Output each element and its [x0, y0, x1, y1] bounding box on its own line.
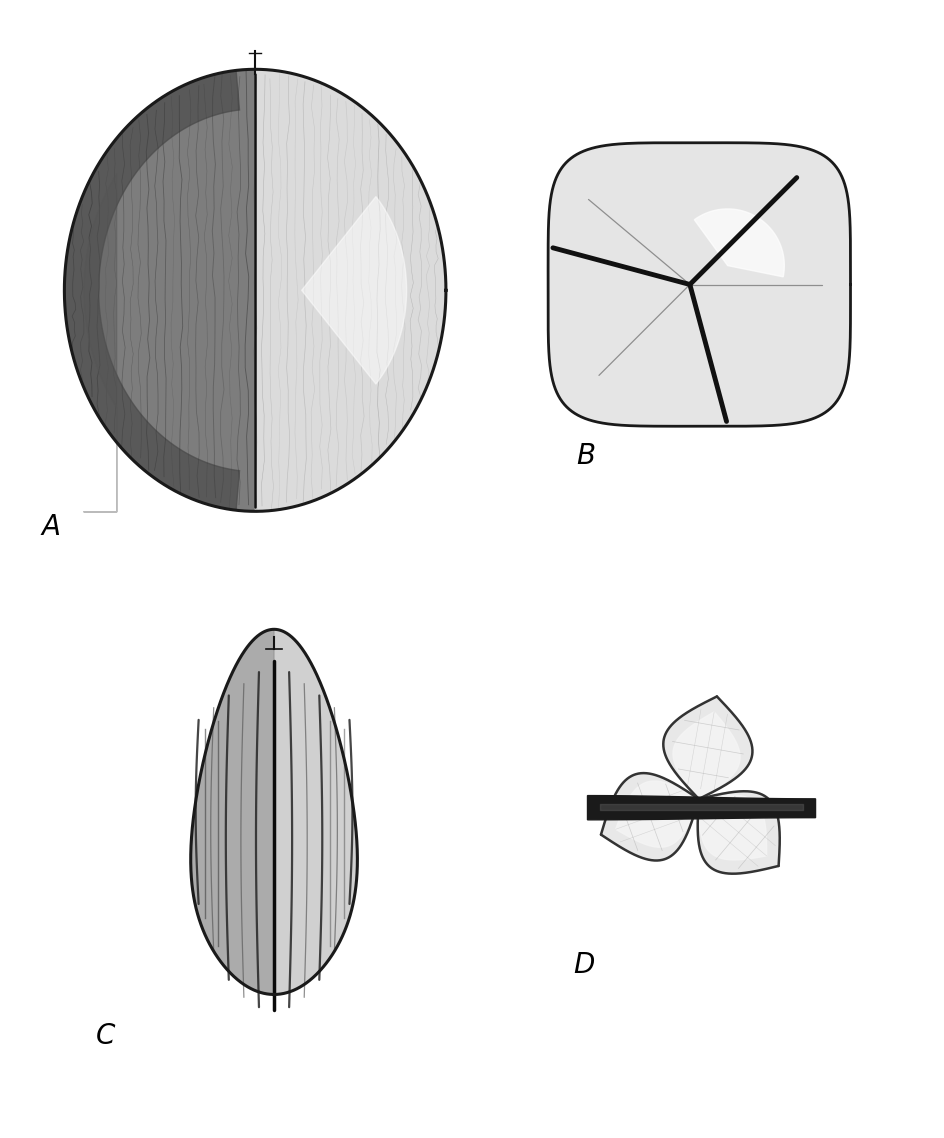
Polygon shape	[255, 69, 446, 511]
Polygon shape	[548, 142, 850, 427]
Polygon shape	[663, 696, 751, 799]
Polygon shape	[64, 71, 239, 510]
Polygon shape	[615, 781, 698, 848]
Polygon shape	[587, 795, 815, 819]
Polygon shape	[694, 209, 784, 277]
Text: A: A	[41, 512, 60, 541]
Polygon shape	[600, 773, 698, 860]
Text: B: B	[576, 442, 595, 470]
Polygon shape	[64, 69, 446, 511]
Polygon shape	[301, 197, 406, 385]
Text: D: D	[572, 951, 594, 979]
Polygon shape	[672, 712, 739, 799]
Text: C: C	[95, 1022, 115, 1050]
Polygon shape	[191, 629, 357, 995]
Polygon shape	[697, 791, 779, 874]
Polygon shape	[191, 629, 274, 995]
Polygon shape	[698, 795, 766, 860]
Polygon shape	[64, 69, 255, 511]
